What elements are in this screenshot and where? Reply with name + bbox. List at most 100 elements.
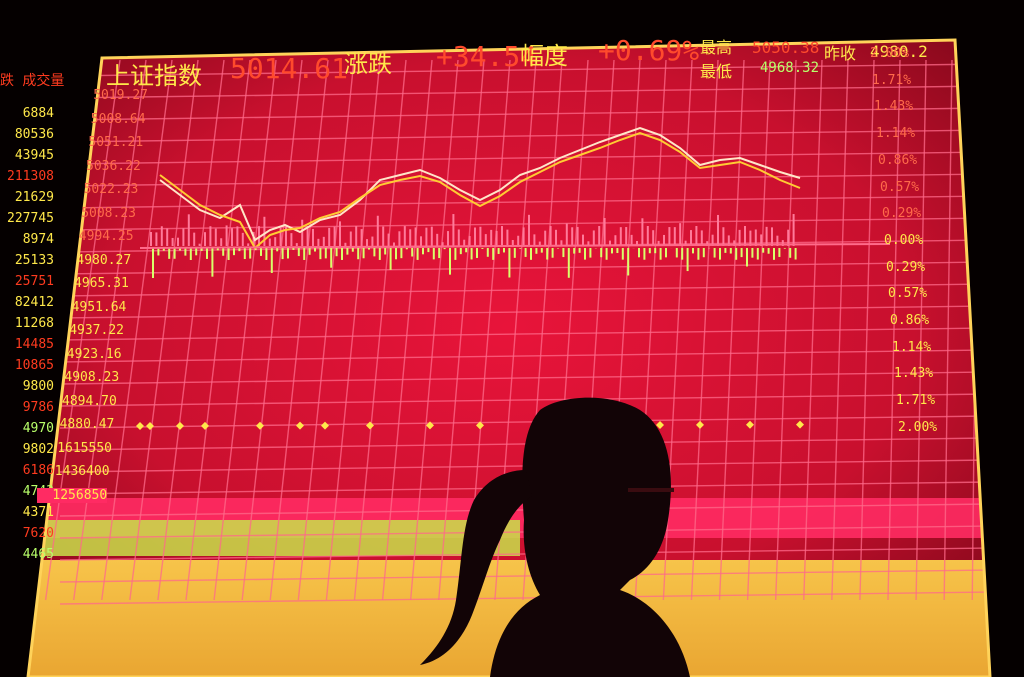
volume-bar-up bbox=[263, 216, 266, 246]
volume-bar-up bbox=[565, 223, 568, 246]
grid-line-vertical bbox=[269, 59, 329, 601]
grid-line-horizontal bbox=[59, 327, 990, 341]
volume-bar-up bbox=[387, 233, 390, 246]
price-axis-label: 5008.23 bbox=[81, 205, 136, 221]
volume-bar-down bbox=[152, 248, 154, 278]
grid-line-horizontal bbox=[59, 371, 990, 385]
price-axis-label: 4894.70 bbox=[62, 393, 117, 409]
volume-bar-up bbox=[603, 218, 606, 246]
volume-bar-down bbox=[157, 248, 160, 256]
volume-bar-down bbox=[308, 248, 311, 255]
grid-line-horizontal bbox=[59, 283, 990, 297]
volume-bar-down bbox=[189, 248, 192, 260]
volume-bar-up bbox=[220, 238, 223, 246]
ticker-value: 80536 bbox=[14, 127, 54, 142]
volume-bar-up bbox=[657, 240, 660, 246]
volume-bar-up bbox=[371, 236, 374, 246]
volume-bar-down bbox=[476, 248, 478, 258]
volume-bar-up bbox=[182, 228, 185, 246]
grid-line-vertical bbox=[381, 59, 433, 601]
percent-axis-label: 2.00% bbox=[870, 46, 910, 61]
index-name: 上证指数 bbox=[106, 62, 202, 90]
grid-line-horizontal bbox=[59, 261, 990, 275]
volume-bar-up bbox=[479, 226, 482, 246]
volume-bar-up bbox=[506, 229, 509, 246]
grid-line-horizontal bbox=[59, 349, 990, 363]
volume-bar-down bbox=[330, 248, 333, 268]
volume-bar-up bbox=[268, 238, 271, 246]
volume-bar-up bbox=[366, 239, 368, 246]
volume-bar-down bbox=[233, 248, 235, 256]
volume-bar-up bbox=[360, 229, 363, 246]
ticker-value: 9786 bbox=[22, 400, 54, 415]
volume-bar-down bbox=[697, 248, 700, 260]
volume-bar-down bbox=[735, 248, 738, 260]
chart-marker bbox=[656, 420, 664, 429]
volume-bar-down bbox=[497, 248, 500, 254]
volume-bar-down bbox=[465, 248, 468, 253]
price-axis-label: 1436400 bbox=[54, 464, 110, 479]
ticker-value: 6884 bbox=[22, 106, 54, 121]
chart-grid bbox=[44, 59, 990, 605]
volume-bar-down bbox=[432, 248, 435, 260]
volume-bar-up bbox=[225, 225, 228, 246]
volume-bar-up bbox=[247, 243, 250, 246]
ticker-value: 9800 bbox=[22, 379, 54, 394]
amplitude-label: 幅度 bbox=[520, 42, 568, 70]
grid-line-horizontal bbox=[59, 151, 990, 165]
volume-bar-up bbox=[376, 215, 379, 246]
volume-bar-up bbox=[344, 242, 347, 246]
volume-bar-up bbox=[171, 237, 174, 246]
volume-bar-down bbox=[438, 248, 441, 259]
ticker-value: 6186 bbox=[22, 463, 54, 478]
volume-bar-up bbox=[781, 240, 784, 246]
chart-marker bbox=[476, 421, 484, 430]
volume-bar-down bbox=[346, 248, 349, 255]
volume-bar-down bbox=[335, 248, 338, 257]
price-axis-label: 1256850 bbox=[37, 487, 108, 503]
ticker-value: 25751 bbox=[14, 274, 54, 289]
high-value: 5050.38 bbox=[752, 38, 820, 57]
left-ticker-column: 跌 成交量 6884 80536 43945 211308 21629 227745 897… bbox=[0, 70, 80, 670]
grid-line-horizontal bbox=[59, 305, 990, 319]
volume-bar-down bbox=[341, 248, 343, 260]
chart-marker bbox=[366, 421, 374, 430]
volume-bar-up bbox=[414, 227, 417, 246]
volume-bar-down bbox=[389, 248, 392, 270]
volume-bar-up bbox=[625, 227, 628, 246]
volume-bar-down bbox=[324, 248, 327, 259]
volume-bar-down bbox=[513, 248, 516, 258]
percent-axis-label: 1.71% bbox=[872, 72, 912, 88]
volume-bar-down bbox=[216, 248, 219, 251]
grid-line-horizontal bbox=[59, 591, 990, 605]
ticker-value: 4970 bbox=[22, 421, 54, 436]
ticker-value: 7620 bbox=[22, 526, 54, 541]
volume-bar-down bbox=[686, 248, 689, 272]
chart-marker bbox=[176, 421, 184, 430]
volume-bar-down bbox=[357, 248, 360, 260]
percent-axis-label: 1.43% bbox=[894, 366, 934, 382]
percent-axis-label: 1.71% bbox=[896, 393, 936, 409]
volume-bar-down bbox=[578, 248, 581, 253]
ticker-value: 9802 bbox=[22, 442, 54, 457]
volume-bar-down bbox=[206, 248, 208, 259]
volume-bar-down bbox=[567, 248, 570, 278]
ticker-value: 211308 bbox=[7, 169, 54, 184]
volume-bar-down bbox=[459, 248, 462, 255]
volume-bar-down bbox=[395, 248, 397, 260]
volume-bar-down bbox=[303, 248, 306, 260]
volume-bar-up bbox=[711, 234, 714, 246]
price-axis-label: 4951.64 bbox=[71, 299, 127, 315]
grid-line-horizontal bbox=[59, 63, 990, 77]
volume-bar-up bbox=[322, 236, 325, 246]
volume-bar-up bbox=[727, 235, 730, 246]
price-axis-label: 4937.22 bbox=[69, 323, 124, 338]
volume-bar-up bbox=[765, 226, 768, 246]
volume-bar-up bbox=[166, 228, 169, 246]
high-label: 最高 bbox=[700, 38, 733, 57]
volume-bar-up bbox=[150, 232, 152, 246]
volume-bar-up bbox=[663, 234, 665, 246]
volume-bar-up bbox=[177, 237, 179, 246]
volume-bar-up bbox=[339, 221, 341, 246]
